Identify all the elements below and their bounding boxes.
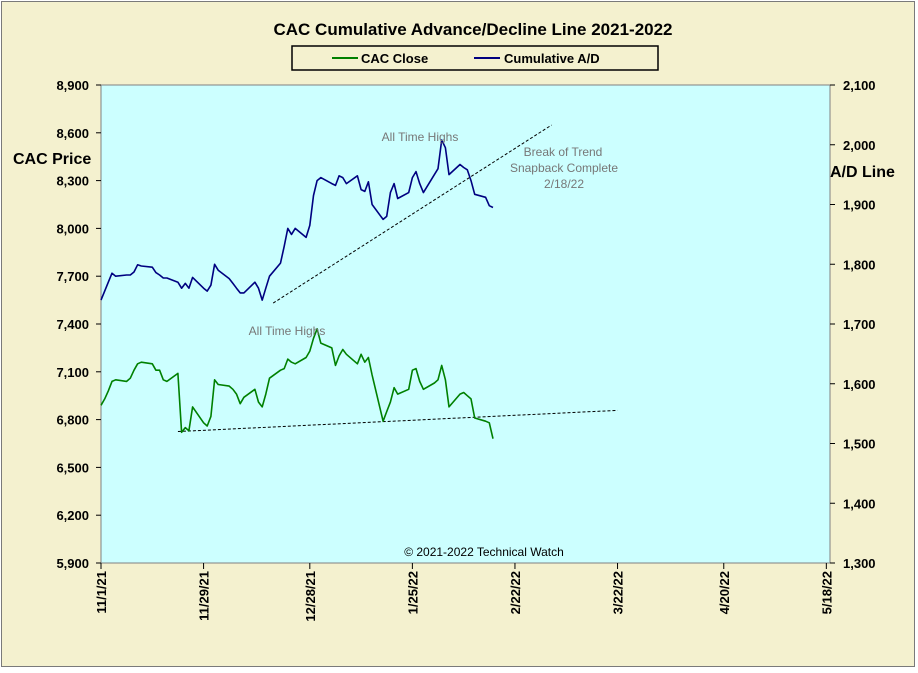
left-tick-label: 8,000 [56, 221, 89, 236]
left-axis-ticks: 5,900 6,200 6,500 6,800 7,100 7,400 7,700 8,000… [56, 78, 101, 571]
x-tick-label: 5/18/22 [819, 571, 834, 614]
left-tick-label: 7,700 [56, 269, 89, 284]
left-tick-label: 5,900 [56, 556, 89, 571]
annotation-all-time-highs-ad: All Time Highs [382, 130, 459, 144]
right-tick-label: 1,700 [843, 317, 876, 332]
annotation-all-time-highs-cac: All Time Highs [249, 324, 326, 338]
left-tick-label: 8,900 [56, 78, 89, 93]
copyright-text: © 2021-2022 Technical Watch [404, 545, 564, 559]
x-tick-label: 11/1/21 [94, 571, 109, 614]
right-tick-label: 1,600 [843, 377, 876, 392]
right-tick-label: 1,500 [843, 437, 876, 452]
series-line-cac-close [100, 327, 494, 439]
trendline-cac [177, 409, 618, 433]
left-tick-label: 6,200 [56, 508, 89, 523]
annotation-break-line2: Snapback Complete [510, 161, 618, 175]
right-tick-label: 1,900 [843, 198, 876, 213]
left-tick-label: 7,400 [56, 317, 89, 332]
legend-label-cac-close: CAC Close [361, 51, 428, 66]
right-tick-label: 1,300 [843, 556, 876, 571]
annotation-break-line1: Break of Trend [524, 145, 603, 159]
left-tick-label: 6,800 [56, 413, 89, 428]
trendlines [177, 124, 618, 433]
left-axis-title: CAC Price [13, 151, 91, 168]
left-tick-label: 8,600 [56, 126, 89, 141]
left-tick-label: 7,100 [56, 365, 89, 380]
annotation-break-line3: 2/18/22 [544, 177, 584, 191]
right-tick-label: 1,400 [843, 496, 876, 511]
x-tick-label: 4/20/22 [717, 571, 732, 614]
plot-area [100, 84, 831, 564]
x-tick-label: 2/22/22 [508, 571, 523, 614]
right-tick-label: 2,000 [843, 138, 876, 153]
right-axis-title: A/D Line [830, 164, 895, 181]
series-line-cumulative-ad [100, 139, 494, 301]
right-tick-label: 1,800 [843, 257, 876, 272]
x-tick-label: 12/28/21 [303, 571, 318, 622]
legend: CAC Close Cumulative A/D [291, 45, 659, 71]
left-tick-label: 6,500 [56, 460, 89, 475]
trendline-ad [272, 124, 552, 304]
x-tick-label: 1/25/22 [405, 571, 420, 614]
chart-title: CAC Cumulative Advance/Decline Line 2021… [273, 20, 672, 39]
right-axis-ticks: 1,300 1,400 1,500 1,600 1,700 1,800 1,900 2,000… [830, 78, 876, 571]
x-axis-ticks: 11/1/21 11/29/21 12/28/21 1/25/22 2/22/22 3/2… [94, 563, 834, 622]
legend-label-cumulative-ad: Cumulative A/D [504, 51, 600, 66]
left-tick-label: 8,300 [56, 174, 89, 189]
x-tick-label: 3/22/22 [611, 571, 626, 614]
x-tick-label: 11/29/21 [197, 571, 212, 621]
series-layer [100, 139, 494, 439]
right-tick-label: 2,100 [843, 78, 876, 93]
